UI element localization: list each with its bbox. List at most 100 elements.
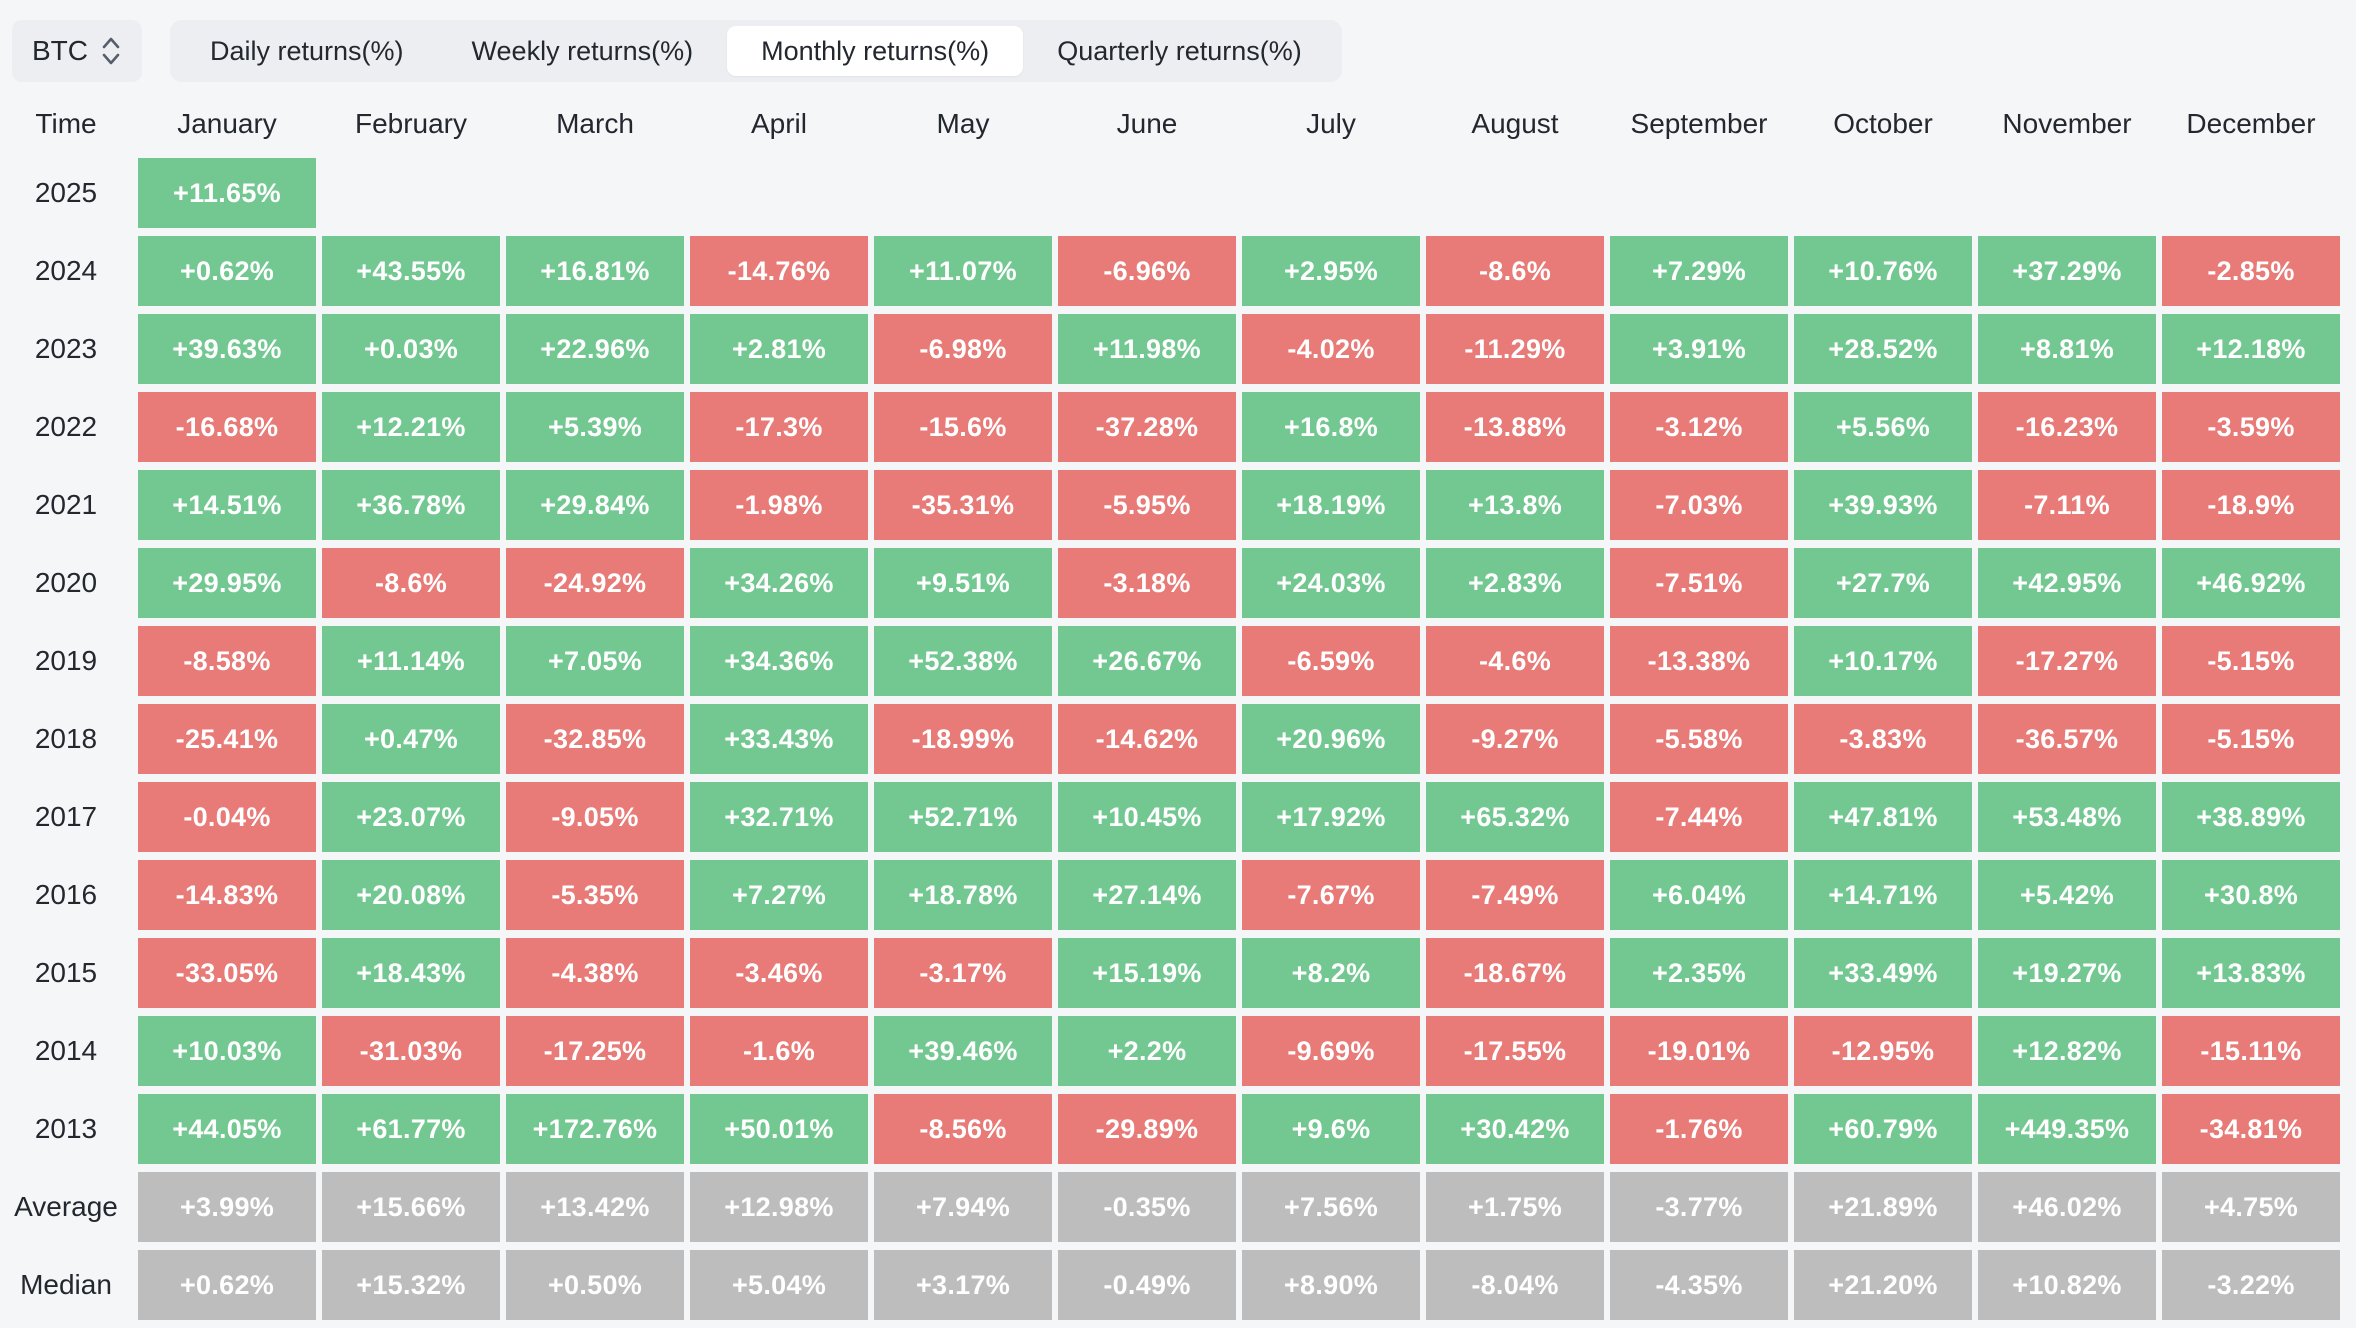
return-cell xyxy=(1978,158,2156,228)
return-cell: +12.82% xyxy=(1978,1016,2156,1086)
return-cell: +10.45% xyxy=(1058,782,1236,852)
return-cell: -3.12% xyxy=(1610,392,1788,462)
return-cell: -3.83% xyxy=(1794,704,1972,774)
returns-table: Time January February March April May June July… xyxy=(0,98,2356,1320)
return-cell: +34.26% xyxy=(690,548,868,618)
return-cell: -0.04% xyxy=(138,782,316,852)
return-cell: +30.42% xyxy=(1426,1094,1604,1164)
row-label-2019: 2019 xyxy=(34,645,98,676)
return-cell: -12.95% xyxy=(1794,1016,1972,1086)
return-cell: -4.35% xyxy=(1610,1250,1788,1320)
return-cell: +17.92% xyxy=(1242,782,1420,852)
row-label-2021: 2021 xyxy=(34,489,98,520)
return-cell: -1.98% xyxy=(690,470,868,540)
month-header-april: April xyxy=(750,108,807,139)
return-cell: -5.15% xyxy=(2162,704,2340,774)
return-cell: -9.69% xyxy=(1242,1016,1420,1086)
return-cell: +11.07% xyxy=(874,236,1052,306)
return-cell: +39.93% xyxy=(1794,470,1972,540)
return-cell: +30.8% xyxy=(2162,860,2340,930)
row-label-2014: 2014 xyxy=(34,1035,98,1066)
return-cell: -0.49% xyxy=(1058,1250,1236,1320)
return-cell: +2.35% xyxy=(1610,938,1788,1008)
return-cell: +27.14% xyxy=(1058,860,1236,930)
return-cell: -7.44% xyxy=(1610,782,1788,852)
return-cell: +11.14% xyxy=(322,626,500,696)
return-cell: +10.03% xyxy=(138,1016,316,1086)
return-cell: -17.3% xyxy=(690,392,868,462)
return-cell: -15.6% xyxy=(874,392,1052,462)
return-cell: -3.17% xyxy=(874,938,1052,1008)
return-cell: -18.67% xyxy=(1426,938,1604,1008)
return-cell: +23.07% xyxy=(322,782,500,852)
return-cell: +10.82% xyxy=(1978,1250,2156,1320)
return-cell: +33.43% xyxy=(690,704,868,774)
return-cell: -24.92% xyxy=(506,548,684,618)
return-cell: +20.08% xyxy=(322,860,500,930)
return-cell: +36.78% xyxy=(322,470,500,540)
tab-daily-returns[interactable]: Daily returns(%) xyxy=(210,35,404,66)
return-cell: -8.56% xyxy=(874,1094,1052,1164)
return-cell: +65.32% xyxy=(1426,782,1604,852)
return-cell: +7.27% xyxy=(690,860,868,930)
month-header-october: October xyxy=(1833,108,1933,139)
return-cell: +2.95% xyxy=(1242,236,1420,306)
tab-weekly-returns[interactable]: Weekly returns(%) xyxy=(471,35,694,66)
row-label-median: Median xyxy=(20,1269,112,1300)
return-cell: -7.03% xyxy=(1610,470,1788,540)
return-cell: -36.57% xyxy=(1978,704,2156,774)
return-cell: +61.77% xyxy=(322,1094,500,1164)
row-label-2025: 2025 xyxy=(34,177,98,208)
row-label-2016: 2016 xyxy=(34,879,98,910)
symbol-select-button[interactable]: BTC xyxy=(12,20,142,82)
return-cell: -18.9% xyxy=(2162,470,2340,540)
return-cell: -5.15% xyxy=(2162,626,2340,696)
tab-monthly-returns[interactable]: Monthly returns(%) xyxy=(727,26,1024,76)
return-cell: +7.05% xyxy=(506,626,684,696)
row-label-2017: 2017 xyxy=(34,801,98,832)
toolbar: BTC Daily returns(%) Weekly returns(%) Mon… xyxy=(12,20,2356,82)
return-cell: +9.51% xyxy=(874,548,1052,618)
row-label-2022: 2022 xyxy=(34,411,98,442)
month-header-july: July xyxy=(1306,108,1356,139)
month-header-february: February xyxy=(354,108,468,139)
return-cell: -1.76% xyxy=(1610,1094,1788,1164)
return-cell: +2.83% xyxy=(1426,548,1604,618)
return-cell: -16.23% xyxy=(1978,392,2156,462)
return-cell: +18.19% xyxy=(1242,470,1420,540)
row-label-2015: 2015 xyxy=(34,957,98,988)
return-cell: +13.8% xyxy=(1426,470,1604,540)
return-cell: +26.67% xyxy=(1058,626,1236,696)
return-cell: +24.03% xyxy=(1242,548,1420,618)
return-cell: +21.20% xyxy=(1794,1250,1972,1320)
return-cell: +7.56% xyxy=(1242,1172,1420,1242)
return-cell: -8.6% xyxy=(322,548,500,618)
row-label-2013: 2013 xyxy=(34,1113,98,1144)
return-cell: +11.65% xyxy=(138,158,316,228)
return-cell: +449.35% xyxy=(1978,1094,2156,1164)
return-cell: +15.66% xyxy=(322,1172,500,1242)
tab-quarterly-returns[interactable]: Quarterly returns(%) xyxy=(1057,35,1302,66)
return-cell: +4.75% xyxy=(2162,1172,2340,1242)
return-cell xyxy=(690,158,868,228)
return-cell: +12.21% xyxy=(322,392,500,462)
return-cell: -6.59% xyxy=(1242,626,1420,696)
return-cell: -13.38% xyxy=(1610,626,1788,696)
return-cell: -32.85% xyxy=(506,704,684,774)
return-cell: +5.39% xyxy=(506,392,684,462)
return-cell: -14.76% xyxy=(690,236,868,306)
return-cell: -18.99% xyxy=(874,704,1052,774)
return-cell: -35.31% xyxy=(874,470,1052,540)
row-label-2024: 2024 xyxy=(34,255,98,286)
return-cell xyxy=(1610,158,1788,228)
return-cell: -5.95% xyxy=(1058,470,1236,540)
return-cell: -8.58% xyxy=(138,626,316,696)
return-cell: -0.35% xyxy=(1058,1172,1236,1242)
return-cell: -14.83% xyxy=(138,860,316,930)
return-cell xyxy=(1242,158,1420,228)
return-cell: +8.90% xyxy=(1242,1250,1420,1320)
return-cell: +39.46% xyxy=(874,1016,1052,1086)
return-cell xyxy=(874,158,1052,228)
month-header-january: January xyxy=(177,108,277,139)
month-header-may: May xyxy=(936,108,990,139)
